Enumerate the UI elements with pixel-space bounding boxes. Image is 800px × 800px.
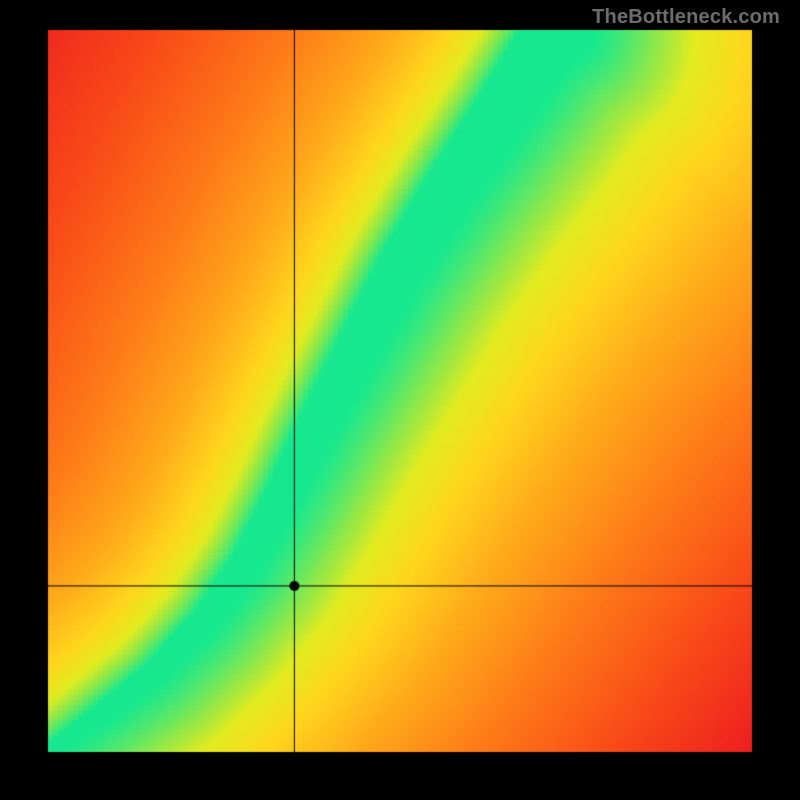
chart-container: TheBottleneck.com	[0, 0, 800, 800]
watermark-text: TheBottleneck.com	[592, 6, 780, 29]
bottleneck-heatmap-canvas	[0, 0, 800, 800]
